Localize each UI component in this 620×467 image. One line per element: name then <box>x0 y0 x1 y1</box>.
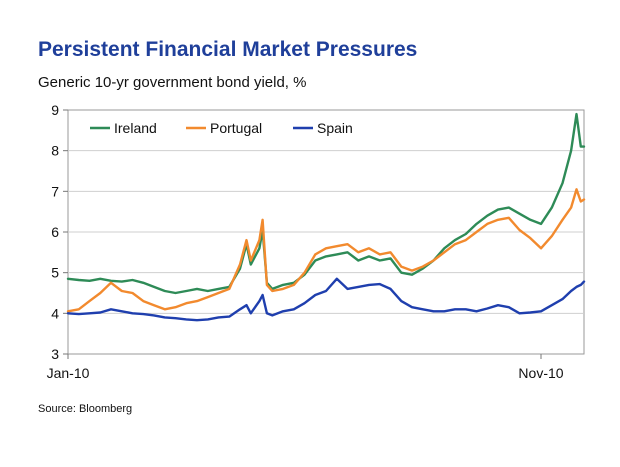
y-tick-label: 9 <box>51 102 59 118</box>
series-line-portugal <box>66 188 586 313</box>
y-tick-label: 7 <box>51 183 59 199</box>
x-axis-ticks: Jan-10 Nov-10 <box>47 354 564 381</box>
x-tick-label: Nov-10 <box>518 365 563 381</box>
x-tick-label: Jan-10 <box>47 365 90 381</box>
chart-subtitle: Generic 10-yr government bond yield, % <box>38 74 307 91</box>
chart-title: Persistent Financial Market Pressures <box>38 38 418 61</box>
grid-lines <box>68 150 584 314</box>
y-axis-ticks: 3 4 5 6 7 8 9 <box>51 102 68 362</box>
legend-label-ireland: Ireland <box>114 120 157 136</box>
series-line-ireland <box>66 112 586 295</box>
source-note: Source: Bloomberg <box>38 403 133 415</box>
y-tick-label: 8 <box>51 143 59 159</box>
series-lines <box>66 112 586 322</box>
legend-label-spain: Spain <box>317 120 353 136</box>
y-tick-label: 4 <box>51 305 59 321</box>
legend: Ireland Portugal Spain <box>90 120 353 136</box>
y-tick-label: 5 <box>51 265 59 281</box>
y-tick-label: 3 <box>51 346 59 362</box>
y-tick-label: 6 <box>51 224 59 240</box>
legend-label-portugal: Portugal <box>210 120 262 136</box>
series-line-spain <box>66 277 586 322</box>
